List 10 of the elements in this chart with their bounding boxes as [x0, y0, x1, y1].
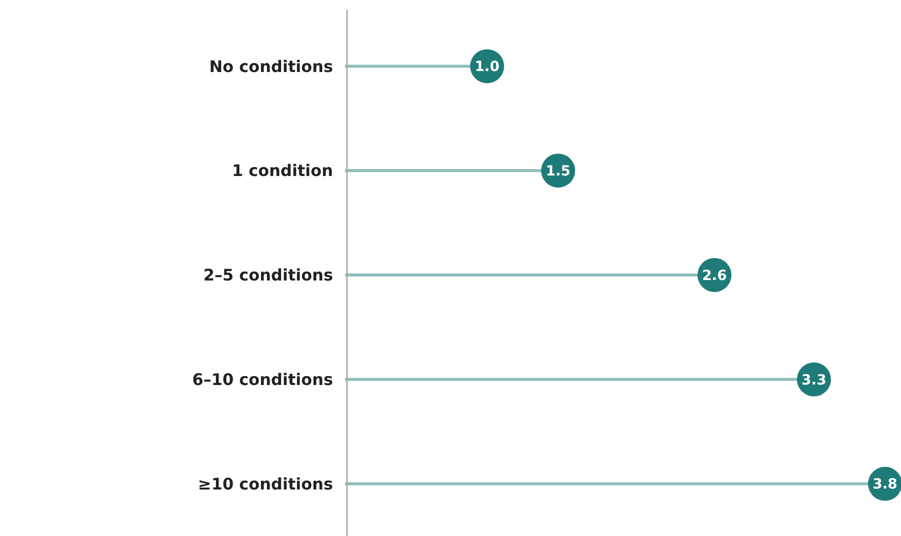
y-tick-label: ≥10 conditions: [198, 474, 333, 494]
data-label: 1.5: [546, 164, 571, 180]
data-label: 3.8: [872, 476, 898, 493]
data-label: 2.6: [702, 268, 727, 284]
data-label: 3.3: [802, 372, 826, 388]
y-tick-label: 1 condition: [232, 161, 333, 180]
y-tick-label: 6–10 conditions: [192, 370, 333, 389]
data-label: 1.0: [474, 59, 500, 76]
y-tick-label: No conditions: [209, 56, 333, 76]
y-tick-label: 2–5 conditions: [203, 266, 333, 285]
